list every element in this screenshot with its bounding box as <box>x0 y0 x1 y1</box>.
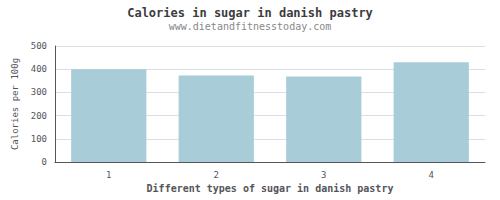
svg-text:Calories per 100g: Calories per 100g <box>10 58 20 150</box>
svg-text:2: 2 <box>214 170 219 180</box>
svg-text:200: 200 <box>31 111 47 121</box>
svg-text:Different types of sugar in da: Different types of sugar in danish pastr… <box>147 183 394 194</box>
svg-text:300: 300 <box>31 87 47 97</box>
svg-text:0: 0 <box>42 157 47 167</box>
svg-text:500: 500 <box>31 41 47 51</box>
svg-text:100: 100 <box>31 134 47 144</box>
svg-text:4: 4 <box>429 170 434 180</box>
svg-text:Calories in sugar in danish pa: Calories in sugar in danish pastry <box>127 6 373 20</box>
svg-text:400: 400 <box>31 64 47 74</box>
svg-text:www.dietandfitnesstoday.com: www.dietandfitnesstoday.com <box>169 21 332 32</box>
svg-text:1: 1 <box>106 170 111 180</box>
svg-text:3: 3 <box>321 170 326 180</box>
